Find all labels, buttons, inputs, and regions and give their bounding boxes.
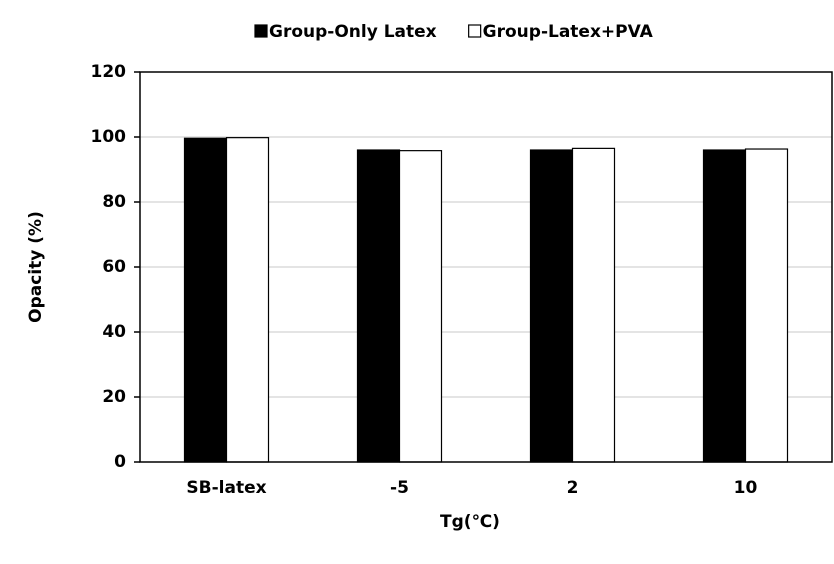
y-tick-label: 0 — [114, 452, 126, 472]
y-axis-label: Opacity (%) — [26, 211, 46, 323]
y-tick-label: 20 — [102, 387, 126, 407]
y-tick-label: 60 — [102, 257, 126, 277]
y-tick-label: 80 — [102, 192, 126, 212]
x-tick-label: 2 — [567, 478, 579, 498]
legend-marker — [254, 24, 268, 38]
x-tick-label: -5 — [390, 478, 409, 498]
legend-marker — [468, 24, 482, 38]
y-tick-label: 40 — [102, 322, 126, 342]
bar — [398, 150, 443, 463]
bar — [356, 149, 401, 463]
y-tick-label: 120 — [91, 62, 127, 82]
plot-border — [139, 71, 833, 463]
bar — [225, 137, 270, 463]
legend-label: Group-Latex+PVA — [483, 22, 654, 42]
legend-label: Group-Only Latex — [269, 22, 437, 42]
bar — [529, 149, 574, 463]
bar — [744, 148, 789, 463]
y-tick-label: 100 — [91, 127, 127, 147]
bar — [571, 147, 616, 463]
x-tick-label: SB-latex — [186, 478, 266, 498]
bar — [702, 149, 747, 463]
x-tick-label: 10 — [734, 478, 758, 498]
bar — [183, 137, 228, 463]
x-axis-label: Tg(℃) — [440, 512, 500, 532]
